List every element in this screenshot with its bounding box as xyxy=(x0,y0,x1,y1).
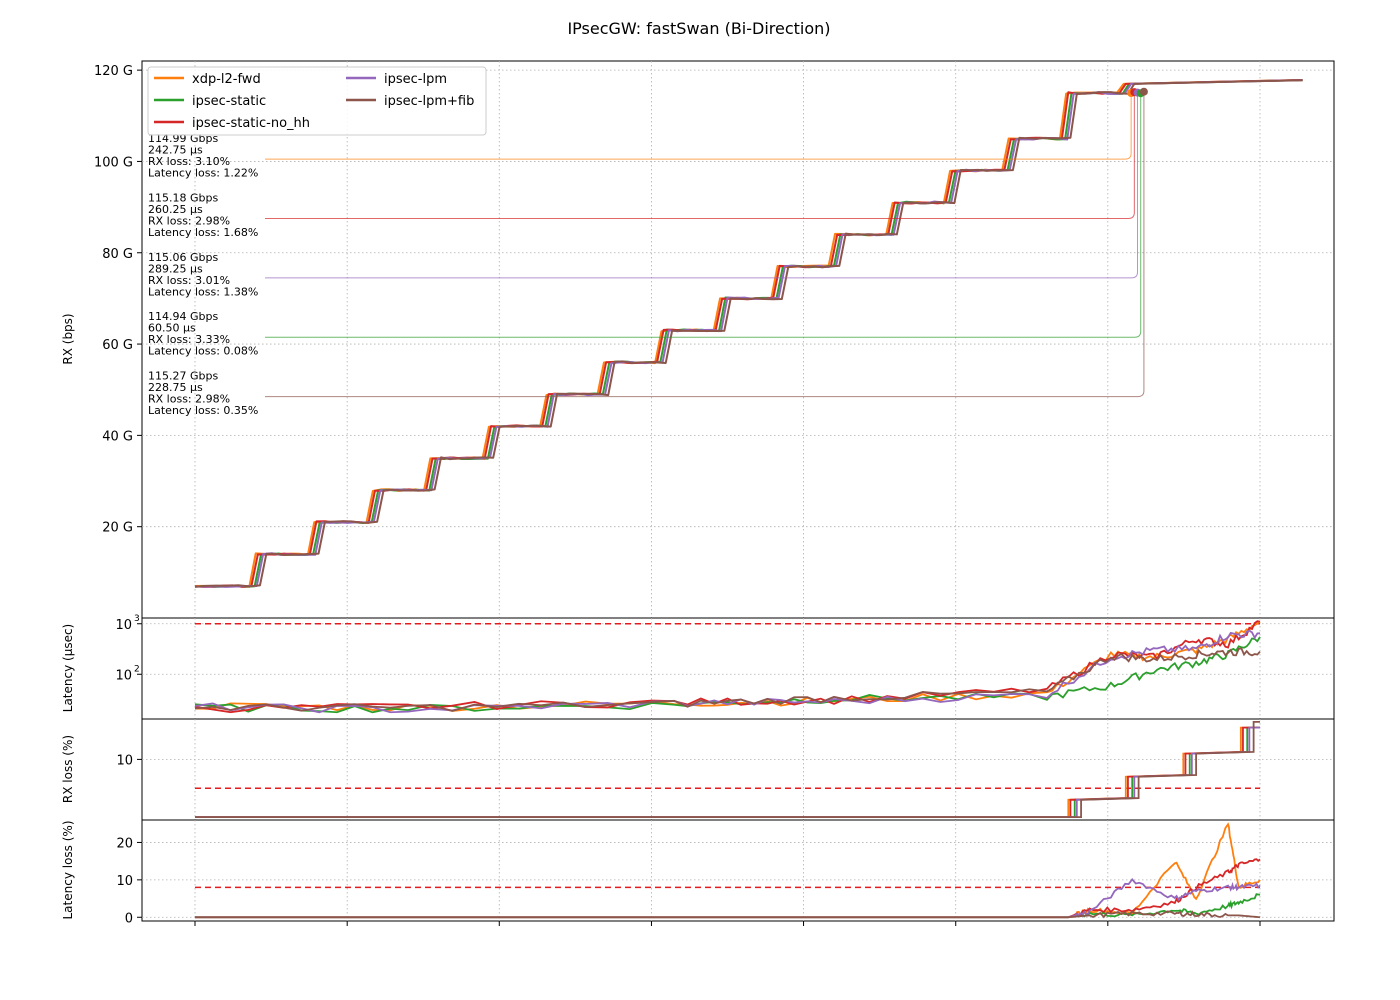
legend-label-ipsec-static: ipsec-static xyxy=(192,94,266,109)
annotation-connector-ipsec-lpm-fib xyxy=(265,91,1145,398)
annotation-xdp-l2-fwd-rx-loss: RX loss: 3.10% xyxy=(148,155,230,168)
legend-label-ipsec-lpm: ipsec-lpm xyxy=(384,72,447,87)
latency-line-ipsec-static-no-hh xyxy=(194,620,1261,714)
legend-label-xdp-l2-fwd: xdp-l2-fwd xyxy=(192,72,261,87)
chart-title: IPsecGW: fastSwan (Bi-Direction) xyxy=(567,19,830,38)
panel-rx-loss: 10 RX loss (%) xyxy=(61,718,1335,821)
annotation-ipsec-lpm-fib-latency-loss: Latency loss: 0.35% xyxy=(148,404,258,417)
annotation-ipsec-static-rx-loss: RX loss: 3.33% xyxy=(148,333,230,346)
panel-rx-loss-frame xyxy=(141,718,1335,821)
rxloss-ytick-label-0: 10 xyxy=(116,753,133,768)
annotation-ipsec-lpm-fib-throughput: 115.27 Gbps xyxy=(148,370,218,383)
rxloss-line-ipsec-lpm-fib xyxy=(195,720,1260,819)
rxloss-line-xdp-l2-fwd xyxy=(195,726,1260,819)
annotation-ipsec-static-no-hh-rx-loss: RX loss: 2.98% xyxy=(148,215,230,228)
annotation-ipsec-static-no-hh-latency: 260.25 µs xyxy=(148,203,203,216)
annotation-ipsec-static-no-hh-throughput: 115.18 Gbps xyxy=(148,192,218,205)
latency-line-xdp-l2-fwd xyxy=(194,620,1261,712)
annotation-ipsec-lpm-latency-loss: Latency loss: 1.38% xyxy=(148,285,258,298)
rx-ticks: 20 G 40 G 60 G 80 G 100 G 120 G xyxy=(94,64,142,536)
rxloss-ylabel: RX loss (%) xyxy=(61,735,75,803)
x-ticks xyxy=(194,921,1261,926)
panel-rx-frame xyxy=(141,60,1335,619)
annotation-connector-xdp-l2-fwd xyxy=(265,93,1132,160)
latloss-lines xyxy=(195,822,1261,919)
rx-line-ipsec-static-no-hh xyxy=(194,79,1303,588)
rxloss-line-ipsec-static xyxy=(195,726,1260,819)
rx-line-ipsec-static xyxy=(194,79,1303,588)
annotation-ipsec-static-throughput: 114.94 Gbps xyxy=(148,310,218,323)
rxloss-ticks: 10 xyxy=(116,753,142,768)
latency-ytick-label-1: 10 xyxy=(115,618,132,633)
rxloss-lines xyxy=(195,720,1260,819)
annotation-connector-ipsec-lpm xyxy=(265,92,1139,279)
annotation-ipsec-lpm-latency: 289.25 µs xyxy=(148,262,203,275)
annotation-connector-ipsec-static-no-hh xyxy=(265,92,1135,220)
latency-line-ipsec-lpm-fib xyxy=(194,647,1261,712)
annotation-ipsec-lpm-fib-rx-loss: RX loss: 2.98% xyxy=(148,393,230,406)
annotation-xdp-l2-fwd-latency-loss: Latency loss: 1.22% xyxy=(148,167,258,180)
rx-ytick-label-3: 80 G xyxy=(102,247,133,262)
legend: xdp-l2-fwd ipsec-static ipsec-static-no_hh… xyxy=(147,66,487,136)
panel-latency-loss-frame xyxy=(141,819,1335,922)
annotation-ipsec-static-latency-loss: Latency loss: 0.08% xyxy=(148,345,258,358)
latency-ytick-label-0: 10 xyxy=(115,668,132,683)
rx-ylabel: RX (bps) xyxy=(61,313,75,364)
rxloss-grid xyxy=(142,719,1334,820)
rxloss-line-ipsec-static-no-hh xyxy=(195,726,1260,819)
latency-lines xyxy=(194,620,1261,714)
legend-box xyxy=(147,66,487,136)
annotation-ipsec-lpm-throughput: 115.06 Gbps xyxy=(148,251,218,264)
legend-label-ipsec-lpm-fib: ipsec-lpm+fib xyxy=(384,94,474,109)
annotation-connector-ipsec-static xyxy=(265,93,1142,338)
latloss-ytick-label-2: 20 xyxy=(116,836,133,851)
rx-ytick-label-4: 100 G xyxy=(94,155,133,170)
latency-ytick-exp-1: 3 xyxy=(134,614,140,624)
rx-ytick-label-2: 60 G xyxy=(102,338,133,353)
latency-ytick-exp-0: 2 xyxy=(134,664,140,674)
rx-ytick-label-0: 20 G xyxy=(102,521,133,536)
annotation-marker-ipsec-lpm-fib xyxy=(1139,87,1148,96)
annotation-ipsec-lpm-rx-loss: RX loss: 3.01% xyxy=(148,274,230,287)
annotation-ipsec-static-latency: 60.50 µs xyxy=(148,322,196,335)
annotation-ipsec-static-no-hh-latency-loss: Latency loss: 1.68% xyxy=(148,226,258,239)
rx-ytick-label-1: 40 G xyxy=(102,429,133,444)
rxloss-line-ipsec-lpm xyxy=(195,726,1260,819)
rx-lines xyxy=(194,78,1303,588)
rx-grid xyxy=(142,61,1334,618)
annotation-xdp-l2-fwd-latency: 242.75 µs xyxy=(148,144,203,157)
latloss-ytick-label-0: 0 xyxy=(125,911,133,926)
latloss-ytick-label-1: 10 xyxy=(116,874,133,889)
rx-line-ipsec-lpm xyxy=(194,79,1303,588)
latency-ylabel: Latency (µsec) xyxy=(61,624,75,712)
annotation-ipsec-lpm-fib-latency: 228.75 µs xyxy=(148,381,203,394)
latloss-line-ipsec-lpm xyxy=(195,877,1261,919)
rx-line-ipsec-lpm-fib xyxy=(194,79,1303,588)
rx-ytick-label-5: 120 G xyxy=(94,64,133,79)
latency-line-ipsec-lpm xyxy=(194,629,1261,714)
latloss-ticks: 0 10 20 xyxy=(116,836,142,926)
rx-line-xdp-l2-fwd xyxy=(194,78,1303,588)
latloss-ylabel: Latency loss (%) xyxy=(61,820,75,919)
legend-label-ipsec-static-no-hh: ipsec-static-no_hh xyxy=(192,116,310,131)
latloss-line-ipsec-lpm-fib xyxy=(195,910,1261,919)
panel-latency-loss: 0 10 20 Latency loss (%) xyxy=(61,819,1335,926)
